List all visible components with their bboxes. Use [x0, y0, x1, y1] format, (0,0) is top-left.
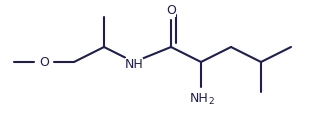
Text: NH: NH: [190, 92, 208, 104]
Text: NH: NH: [125, 57, 143, 70]
Text: O: O: [39, 55, 49, 69]
Text: O: O: [166, 3, 176, 17]
Text: 2: 2: [208, 97, 214, 107]
